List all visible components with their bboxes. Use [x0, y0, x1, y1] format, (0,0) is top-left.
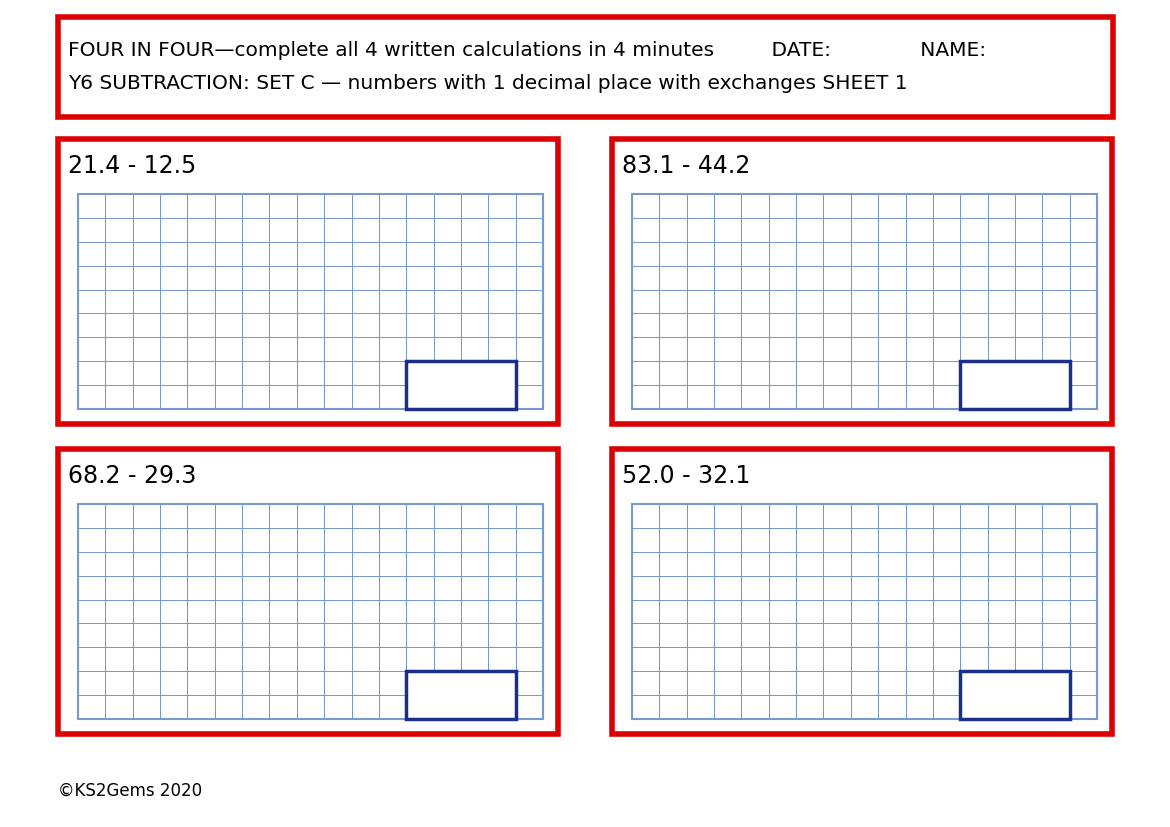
Bar [406, 672, 516, 719]
Bar [58, 140, 558, 424]
Bar [58, 18, 1113, 118]
Bar [961, 672, 1069, 719]
Bar [78, 195, 543, 409]
Bar [58, 449, 558, 734]
Text: 52.0 - 32.1: 52.0 - 32.1 [622, 463, 750, 487]
Bar [612, 449, 1112, 734]
Text: 21.4 - 12.5: 21.4 - 12.5 [68, 154, 197, 178]
Bar [632, 195, 1097, 409]
Bar [78, 504, 543, 719]
Text: ©KS2Gems 2020: ©KS2Gems 2020 [58, 781, 202, 799]
Text: FOUR IN FOUR—complete all 4 written calculations in 4 minutes         DATE:     : FOUR IN FOUR—complete all 4 written calc… [68, 41, 986, 60]
Bar [632, 504, 1097, 719]
Text: Y6 SUBTRACTION: SET C — numbers with 1 decimal place with exchanges SHEET 1: Y6 SUBTRACTION: SET C — numbers with 1 d… [68, 74, 908, 93]
Bar [406, 361, 516, 409]
Text: 68.2 - 29.3: 68.2 - 29.3 [68, 463, 197, 487]
Bar [612, 140, 1112, 424]
Text: 83.1 - 44.2: 83.1 - 44.2 [622, 154, 750, 178]
Bar [961, 361, 1069, 409]
